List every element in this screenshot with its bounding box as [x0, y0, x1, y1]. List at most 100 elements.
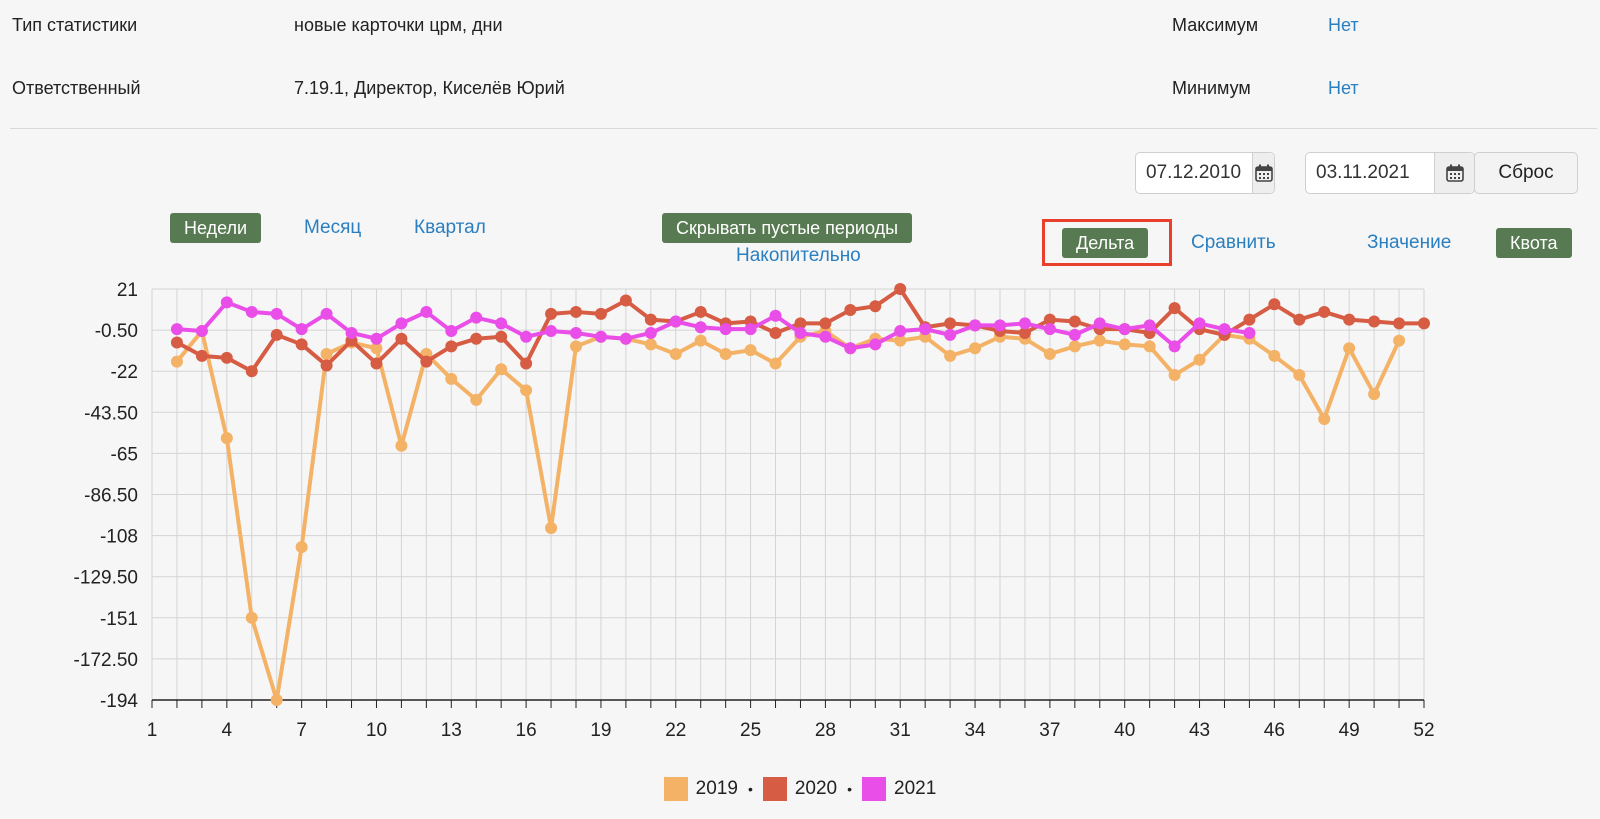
data-point-2021 — [944, 328, 957, 341]
data-point-2021 — [170, 323, 183, 336]
delta-button[interactable]: Дельта — [1062, 228, 1149, 258]
data-point-2020 — [619, 294, 632, 307]
data-point-2020 — [1168, 302, 1181, 315]
data-point-2019 — [545, 521, 558, 534]
data-point-2019 — [1343, 342, 1356, 355]
data-point-2019 — [170, 355, 183, 368]
x-tick-label: 40 — [1114, 720, 1135, 741]
data-point-2021 — [1093, 317, 1106, 330]
y-tick-label: -172.50 — [74, 650, 138, 671]
calendar-to-button[interactable] — [1434, 153, 1474, 193]
data-point-2021 — [869, 338, 882, 351]
max-label: Максимум — [1172, 15, 1259, 35]
x-tick-label: 1 — [147, 720, 158, 741]
calendar-icon — [1254, 164, 1273, 182]
data-point-2020 — [270, 328, 283, 341]
data-point-2020 — [470, 332, 483, 345]
data-point-2021 — [794, 326, 807, 339]
calendar-from-button[interactable] — [1252, 153, 1274, 193]
data-point-2020 — [420, 355, 433, 368]
data-point-2020 — [1018, 326, 1031, 339]
data-point-2019 — [270, 694, 283, 706]
data-point-2021 — [1243, 326, 1256, 339]
hide-empty-periods-button[interactable]: Скрывать пустые периоды — [662, 213, 913, 243]
chart-series — [170, 283, 1430, 706]
data-point-2019 — [1168, 369, 1181, 382]
data-point-2020 — [170, 336, 183, 349]
data-point-2021 — [270, 307, 283, 320]
min-value-link[interactable]: Нет — [1328, 78, 1359, 98]
data-point-2021 — [445, 325, 458, 338]
legend-label-2021: 2021 — [894, 778, 937, 799]
x-tick-label: 31 — [890, 720, 911, 741]
legend-separator: • — [747, 781, 753, 797]
data-point-2020 — [545, 307, 558, 320]
cumulative-link[interactable]: Накопительно — [736, 245, 861, 266]
data-point-2020 — [1318, 305, 1331, 318]
data-point-2020 — [594, 307, 607, 320]
data-point-2021 — [320, 307, 333, 320]
x-tick-label: 46 — [1264, 720, 1285, 741]
y-tick-label: -151 — [100, 609, 138, 630]
data-point-2020 — [844, 304, 857, 317]
x-tick-label: 13 — [441, 720, 462, 741]
y-tick-label: -108 — [100, 527, 138, 548]
weeks-button[interactable]: Недели — [170, 213, 262, 243]
quota-button[interactable]: Квота — [1496, 228, 1572, 258]
max-value-link[interactable]: Нет — [1328, 15, 1359, 35]
reset-button[interactable]: Сброс — [1474, 152, 1578, 194]
x-tick-label: 52 — [1413, 720, 1434, 741]
legend-item-2019[interactable]: 2019 — [663, 777, 738, 801]
data-point-2020 — [1043, 313, 1056, 326]
data-point-2021 — [520, 330, 533, 343]
min-label: Минимум — [1172, 78, 1251, 98]
data-point-2021 — [919, 323, 932, 336]
quarter-link[interactable]: Квартал — [414, 217, 486, 238]
data-point-2021 — [1068, 328, 1081, 341]
date-from-input[interactable] — [1136, 153, 1252, 193]
data-point-2019 — [1043, 347, 1056, 360]
data-point-2021 — [220, 296, 233, 309]
x-tick-label: 28 — [815, 720, 836, 741]
line-chart: 21 -0.50 -22 -43.50 -65 -86.50 -108 -129.50 -151… — [74, 280, 1435, 741]
data-point-2021 — [195, 325, 208, 338]
data-point-2019 — [470, 393, 483, 406]
chart-axes: 21 -0.50 -22 -43.50 -65 -86.50 -108 -129.50 -151… — [74, 280, 1435, 741]
data-point-2021 — [470, 311, 483, 324]
data-point-2020 — [1368, 315, 1381, 328]
data-point-2019 — [1368, 388, 1381, 401]
month-link[interactable]: Месяц — [304, 217, 362, 238]
legend-item-2021[interactable]: 2021 — [862, 777, 936, 801]
legend-item-2020[interactable]: 2020 — [762, 777, 837, 801]
data-point-2021 — [819, 330, 832, 343]
date-from-group — [1135, 152, 1275, 194]
x-tick-label: 7 — [296, 720, 307, 741]
x-tick-label: 10 — [366, 720, 387, 741]
data-point-2019 — [769, 357, 782, 370]
data-point-2021 — [1218, 323, 1231, 336]
data-point-2019 — [894, 334, 907, 347]
data-point-2019 — [570, 340, 582, 353]
data-point-2020 — [944, 317, 957, 330]
data-point-2020 — [1418, 317, 1430, 330]
data-point-2020 — [794, 317, 807, 330]
series-line-2019 — [175, 329, 1401, 702]
x-tick-label: 22 — [665, 720, 686, 741]
data-point-2021 — [295, 323, 308, 336]
data-point-2021 — [1193, 317, 1206, 330]
value-link[interactable]: Значение — [1367, 232, 1452, 253]
data-point-2021 — [420, 305, 433, 318]
y-tick-label: -129.50 — [74, 568, 138, 589]
data-point-2021 — [994, 319, 1006, 332]
date-to-input[interactable] — [1306, 153, 1434, 193]
x-tick-label: 19 — [590, 720, 611, 741]
compare-link[interactable]: Сравнить — [1191, 232, 1276, 253]
data-point-2021 — [669, 315, 682, 328]
responsible-value: 7.19.1, Директор, Киселёв Юрий — [294, 78, 565, 98]
data-point-2019 — [1118, 338, 1131, 351]
data-point-2021 — [345, 326, 358, 339]
data-point-2020 — [520, 357, 533, 370]
y-tick-label: -86.50 — [84, 486, 138, 507]
data-point-2019 — [644, 338, 657, 351]
data-point-2020 — [570, 305, 582, 318]
